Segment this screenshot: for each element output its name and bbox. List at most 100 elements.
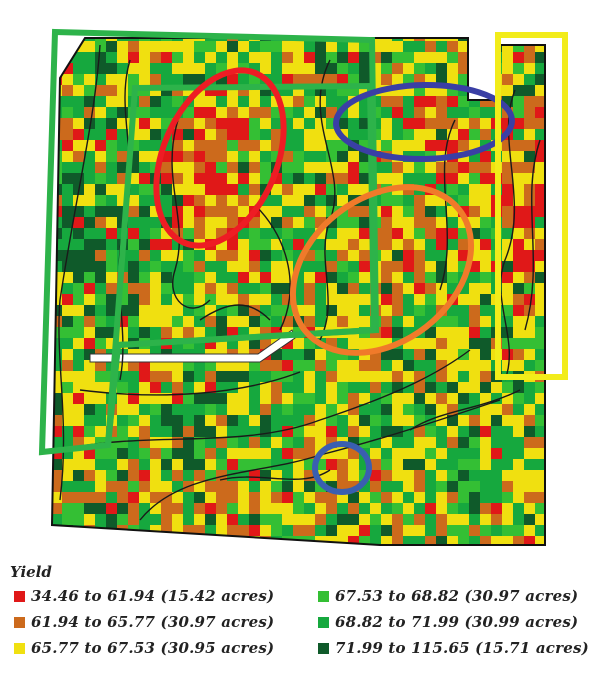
contour-line <box>58 44 101 501</box>
yield-cell <box>150 437 162 449</box>
yield-cell <box>381 195 393 207</box>
yield-cell <box>469 316 481 328</box>
yield-cell <box>282 481 294 493</box>
yield-cell <box>62 151 74 163</box>
yield-cell <box>260 503 272 515</box>
yield-cell <box>238 470 250 482</box>
yield-cell <box>304 74 316 86</box>
yield-cell <box>128 173 140 185</box>
yield-cell <box>370 415 382 427</box>
yield-cell <box>502 338 514 350</box>
yield-cell <box>546 118 558 130</box>
yield-cell <box>480 250 492 262</box>
yield-cell <box>480 360 492 372</box>
yield-cell <box>458 305 470 317</box>
yield-cell <box>436 382 448 394</box>
yield-cell <box>546 261 558 273</box>
yield-cell <box>260 338 272 350</box>
yield-cell <box>524 481 536 493</box>
yield-cell <box>414 382 426 394</box>
yield-cell <box>469 195 481 207</box>
yield-cell <box>95 38 107 42</box>
yield-cell <box>40 514 52 526</box>
yield-cell <box>117 140 129 152</box>
yield-cell <box>524 360 536 372</box>
yield-cell <box>447 173 459 185</box>
yield-cell <box>161 118 173 130</box>
yield-cell <box>304 151 316 163</box>
yield-cell <box>304 228 316 240</box>
yield-cell <box>95 250 107 262</box>
yield-cell <box>194 514 206 526</box>
yield-cell <box>194 360 206 372</box>
yield-cell <box>524 96 536 108</box>
yield-cell <box>249 404 261 416</box>
yield-cell <box>425 118 437 130</box>
yield-cell <box>128 250 140 262</box>
yield-cell <box>194 426 206 438</box>
yield-cell <box>392 525 404 537</box>
yield-cell <box>106 514 118 526</box>
yield-cell <box>535 41 545 53</box>
yield-cell <box>271 261 283 273</box>
yield-cell <box>348 536 360 545</box>
yield-cell <box>172 327 184 339</box>
yield-cell <box>139 393 151 405</box>
yield-cell <box>183 404 195 416</box>
yield-cell <box>326 492 338 504</box>
yield-cell <box>205 250 217 262</box>
yield-cell <box>194 503 206 515</box>
yield-cell <box>414 228 426 240</box>
yield-cell <box>513 239 525 251</box>
yield-cell <box>282 382 294 394</box>
yield-cell <box>282 206 294 218</box>
yield-cell <box>62 415 74 427</box>
yield-cell <box>392 470 404 482</box>
yield-cell <box>238 151 250 163</box>
yield-cell <box>436 107 448 119</box>
yield-cell <box>337 184 349 196</box>
yield-cell <box>436 162 448 174</box>
yield-cell <box>216 162 228 174</box>
yield-cell <box>128 151 140 163</box>
yield-cell <box>73 162 85 174</box>
yield-cell <box>502 459 514 471</box>
yield-cell <box>282 162 294 174</box>
yield-cell <box>216 85 228 97</box>
yield-cell <box>546 96 558 108</box>
yield-cell <box>458 525 470 537</box>
yield-cell <box>337 426 349 438</box>
yield-cell <box>315 140 327 152</box>
yield-cell <box>315 272 327 284</box>
yield-cell <box>513 514 525 526</box>
yield-cell <box>546 239 558 251</box>
yield-cell <box>73 437 85 449</box>
yield-cell <box>52 316 63 328</box>
yield-cell <box>513 184 525 196</box>
yield-cell <box>513 261 525 273</box>
yield-cell <box>106 228 118 240</box>
yield-cell <box>293 404 305 416</box>
yield-cell <box>359 63 371 75</box>
yield-cell <box>326 481 338 493</box>
yield-cell <box>502 162 514 174</box>
yield-cell <box>381 525 393 537</box>
yield-cell <box>260 525 272 537</box>
yield-cell <box>392 206 404 218</box>
yield-cell <box>271 393 283 405</box>
yield-cell <box>458 371 470 383</box>
yield-cell <box>271 206 283 218</box>
yield-cell <box>150 294 162 306</box>
yield-cell <box>172 228 184 240</box>
yield-cell <box>73 173 85 185</box>
yield-cell <box>249 239 261 251</box>
yield-cell <box>348 173 360 185</box>
yield-cell <box>227 184 239 196</box>
yield-cell <box>535 118 545 130</box>
yield-cell <box>502 118 514 130</box>
yield-cell <box>73 327 85 339</box>
yield-cell <box>546 349 558 361</box>
yield-cell <box>194 63 206 75</box>
yield-cell <box>381 107 393 119</box>
yield-cell <box>326 426 338 438</box>
